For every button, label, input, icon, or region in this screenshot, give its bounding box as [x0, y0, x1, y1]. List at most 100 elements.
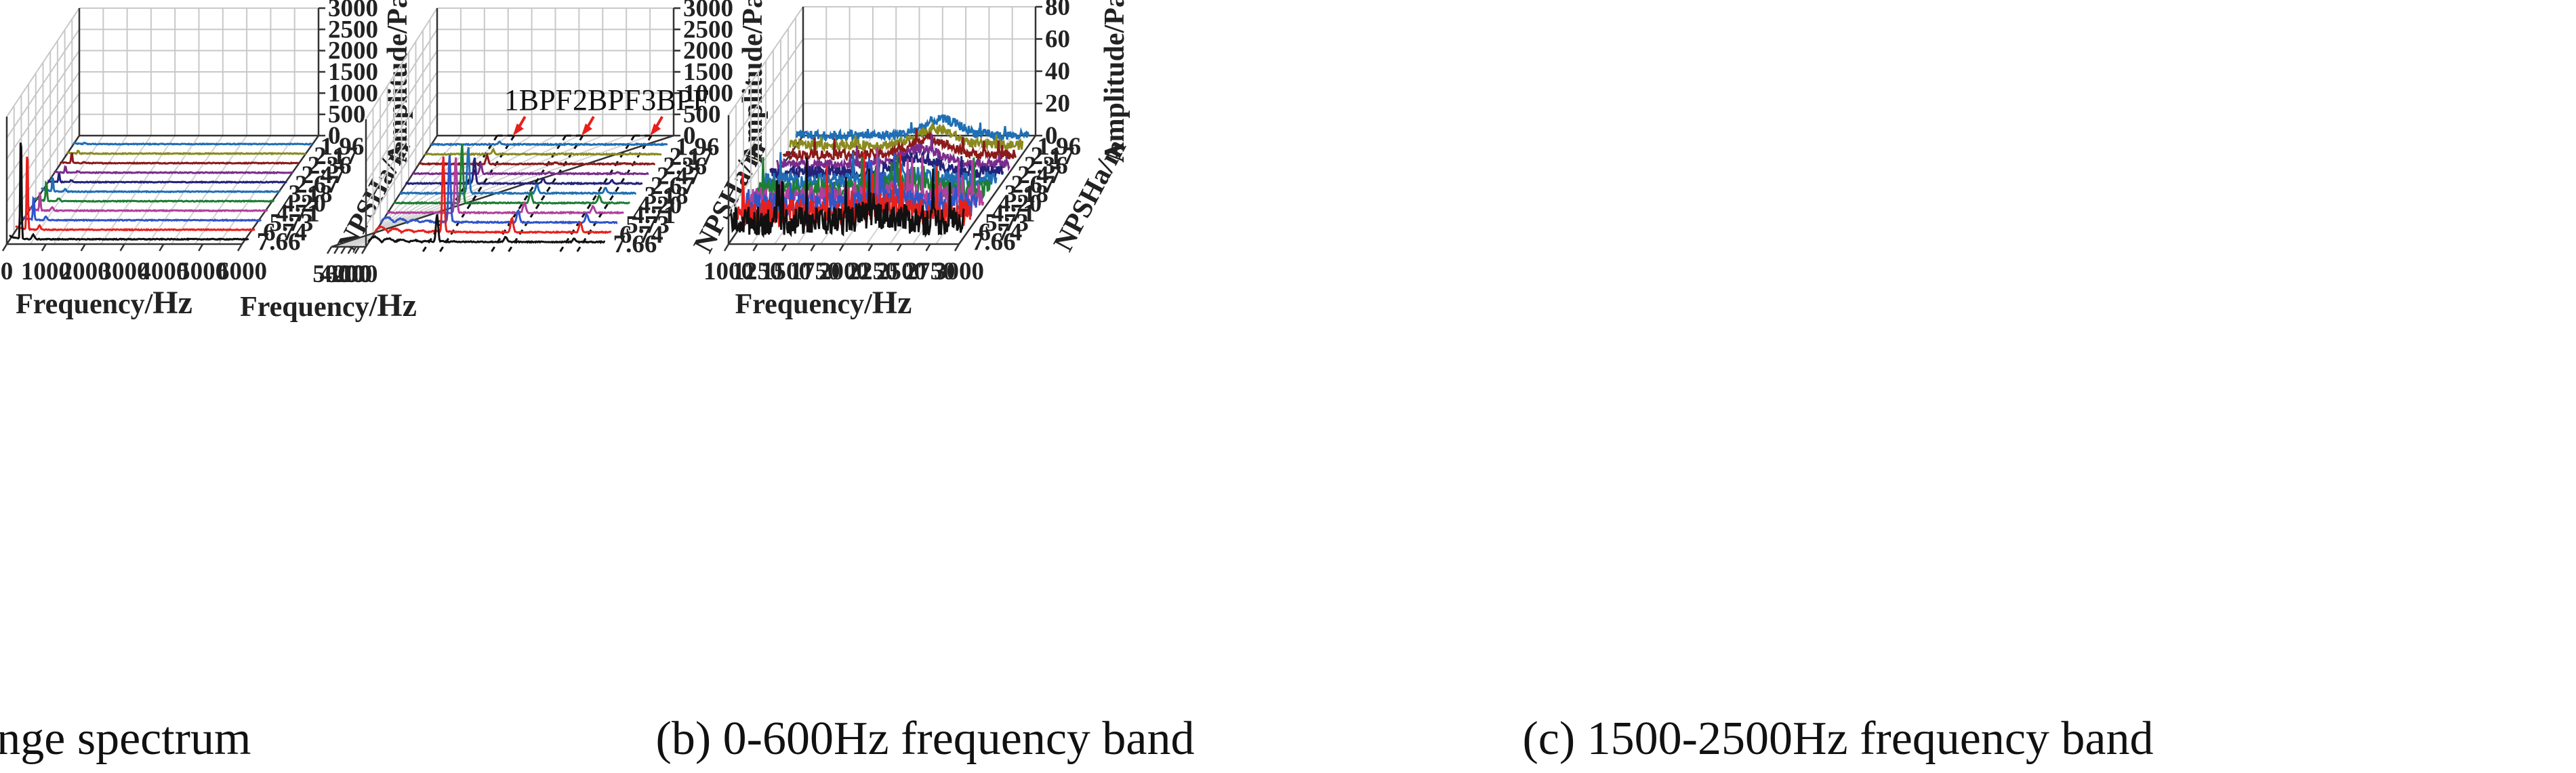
z-tick-label: 500 [328, 101, 366, 129]
spectrum-series-line [380, 155, 618, 225]
x-tick-label: 6000 [217, 258, 267, 285]
x-tick-label: 400 [319, 260, 357, 288]
spectrum-series-line [373, 156, 612, 235]
spectrum-series-line [424, 147, 662, 157]
x-tick-mark [340, 246, 346, 254]
side-wall-gridline-h [365, 50, 438, 163]
series-label: 2.36 [1024, 152, 1068, 180]
series-label: 4.71 [632, 201, 676, 229]
bpf-arrowhead [512, 123, 524, 136]
spectrum-series-line [411, 161, 649, 176]
x-axis-unit: Hz [377, 288, 417, 323]
floor-gridline [147, 135, 224, 245]
x-tick-mark [838, 243, 845, 252]
z-tick-label: 60 [1045, 26, 1070, 54]
series-label: 2.67 [651, 172, 695, 200]
x-tick-mark [119, 243, 125, 252]
panel-caption: (b) 0-600Hz frequency band [656, 713, 1195, 765]
series-label: 1.96 [1037, 133, 1081, 161]
series-label: 4.20 [282, 190, 326, 218]
floor-gridline [123, 135, 200, 245]
x-tick-mark [925, 243, 931, 252]
z-tick-label: 1500 [683, 58, 733, 86]
side-wall-gridline-h [6, 7, 80, 117]
series-label: 3.18 [645, 182, 689, 210]
series-label: 1.96 [676, 133, 720, 161]
x-tick-mark [333, 246, 340, 254]
right-depth-edge [958, 135, 1037, 245]
series-label: 5.73 [626, 211, 670, 239]
z-tick-label: 2000 [683, 37, 733, 65]
spectrum-series-line [40, 176, 281, 194]
bpf-annotation-label: 2BPF [573, 83, 640, 117]
side-wall-gridline-h [6, 71, 80, 181]
x-tick-mark [1, 243, 8, 252]
series-label: 2.36 [663, 153, 707, 180]
side-wall-gridline-h [365, 92, 438, 205]
z-tick-label: 1000 [328, 79, 378, 107]
x-tick-label: 500 [312, 260, 350, 288]
x-tick-mark [354, 246, 360, 254]
series-label: 1.96 [321, 133, 365, 161]
side-wall-gridline-h [728, 6, 804, 116]
spectrum-series-line [47, 172, 287, 184]
x-tick-mark [237, 243, 243, 252]
spectrum-series-line [405, 157, 643, 186]
z-tick-label: 0 [1045, 122, 1058, 150]
x-tick-label: 2000 [819, 258, 869, 285]
spectrum-series-line [795, 114, 1030, 144]
x-tick-label: 3000 [934, 258, 984, 285]
spectrum-series-line [398, 147, 636, 196]
z-axis-label: Amplitude/Pa [1099, 0, 1130, 163]
series-label: 2.67 [295, 171, 339, 199]
x-axis-label-text: Frequency/ [240, 292, 378, 323]
series-label: 2.67 [1011, 171, 1055, 199]
spectrum-series-line [54, 165, 294, 175]
x-tick-label: 1750 [790, 258, 840, 285]
x-axis-label-text: Frequency/ [16, 289, 154, 320]
z-tick-label: 20 [1045, 90, 1070, 118]
x-tick-label: 0 [360, 260, 373, 288]
series-label: 6.74 [263, 218, 307, 246]
bpf-arrowhead [581, 123, 592, 136]
panel-caption: (c) 1500-2500Hz frequency band [1522, 713, 2153, 765]
series-label: 2.17 [1031, 142, 1075, 170]
z-tick-label: 0 [328, 122, 341, 150]
x-tick-mark [781, 243, 788, 252]
x-tick-label: 1000 [703, 258, 754, 285]
side-wall-gridline-h [6, 50, 80, 160]
z-tick-label: 3000 [683, 0, 733, 22]
x-tick-label: 1500 [761, 258, 811, 285]
series-label: 5.73 [270, 209, 314, 237]
bpf-arrowhead [650, 123, 661, 136]
x-axis-label-text: Frequency/ [735, 289, 874, 320]
series-label: 2.17 [670, 143, 714, 171]
side-wall-gridline-h [365, 28, 438, 141]
x-tick-label: 300 [327, 260, 365, 288]
x-tick-mark [752, 243, 758, 252]
x-tick-label: 2250 [848, 258, 898, 285]
x-tick-mark [954, 243, 960, 252]
series-label: 4.71 [276, 199, 320, 227]
z-tick-label: 80 [1045, 0, 1070, 21]
x-axis-unit: Hz [152, 285, 192, 321]
x-tick-mark [347, 246, 353, 254]
x-tick-label: 0 [1, 258, 14, 285]
spectrum-series-line [430, 140, 668, 147]
spectrum-series-line [28, 191, 268, 213]
series-label: 2.47 [301, 161, 345, 189]
z-tick-label: 2500 [683, 16, 733, 43]
spectrum-series-line [9, 142, 249, 241]
side-wall-gridline-h [6, 92, 80, 202]
spectrum-series-line [34, 180, 275, 203]
side-wall-gridline-h [365, 71, 438, 184]
panel-caption: (a) Full-range spectrum [0, 713, 251, 765]
z-tick-label: 40 [1045, 58, 1070, 85]
bpf-band-line [438, 135, 516, 254]
back-wall-grid [802, 6, 1036, 136]
series-label: 7.66 [613, 231, 657, 258]
z-tick-label: 2500 [328, 16, 378, 43]
floor-gridline [77, 135, 152, 245]
